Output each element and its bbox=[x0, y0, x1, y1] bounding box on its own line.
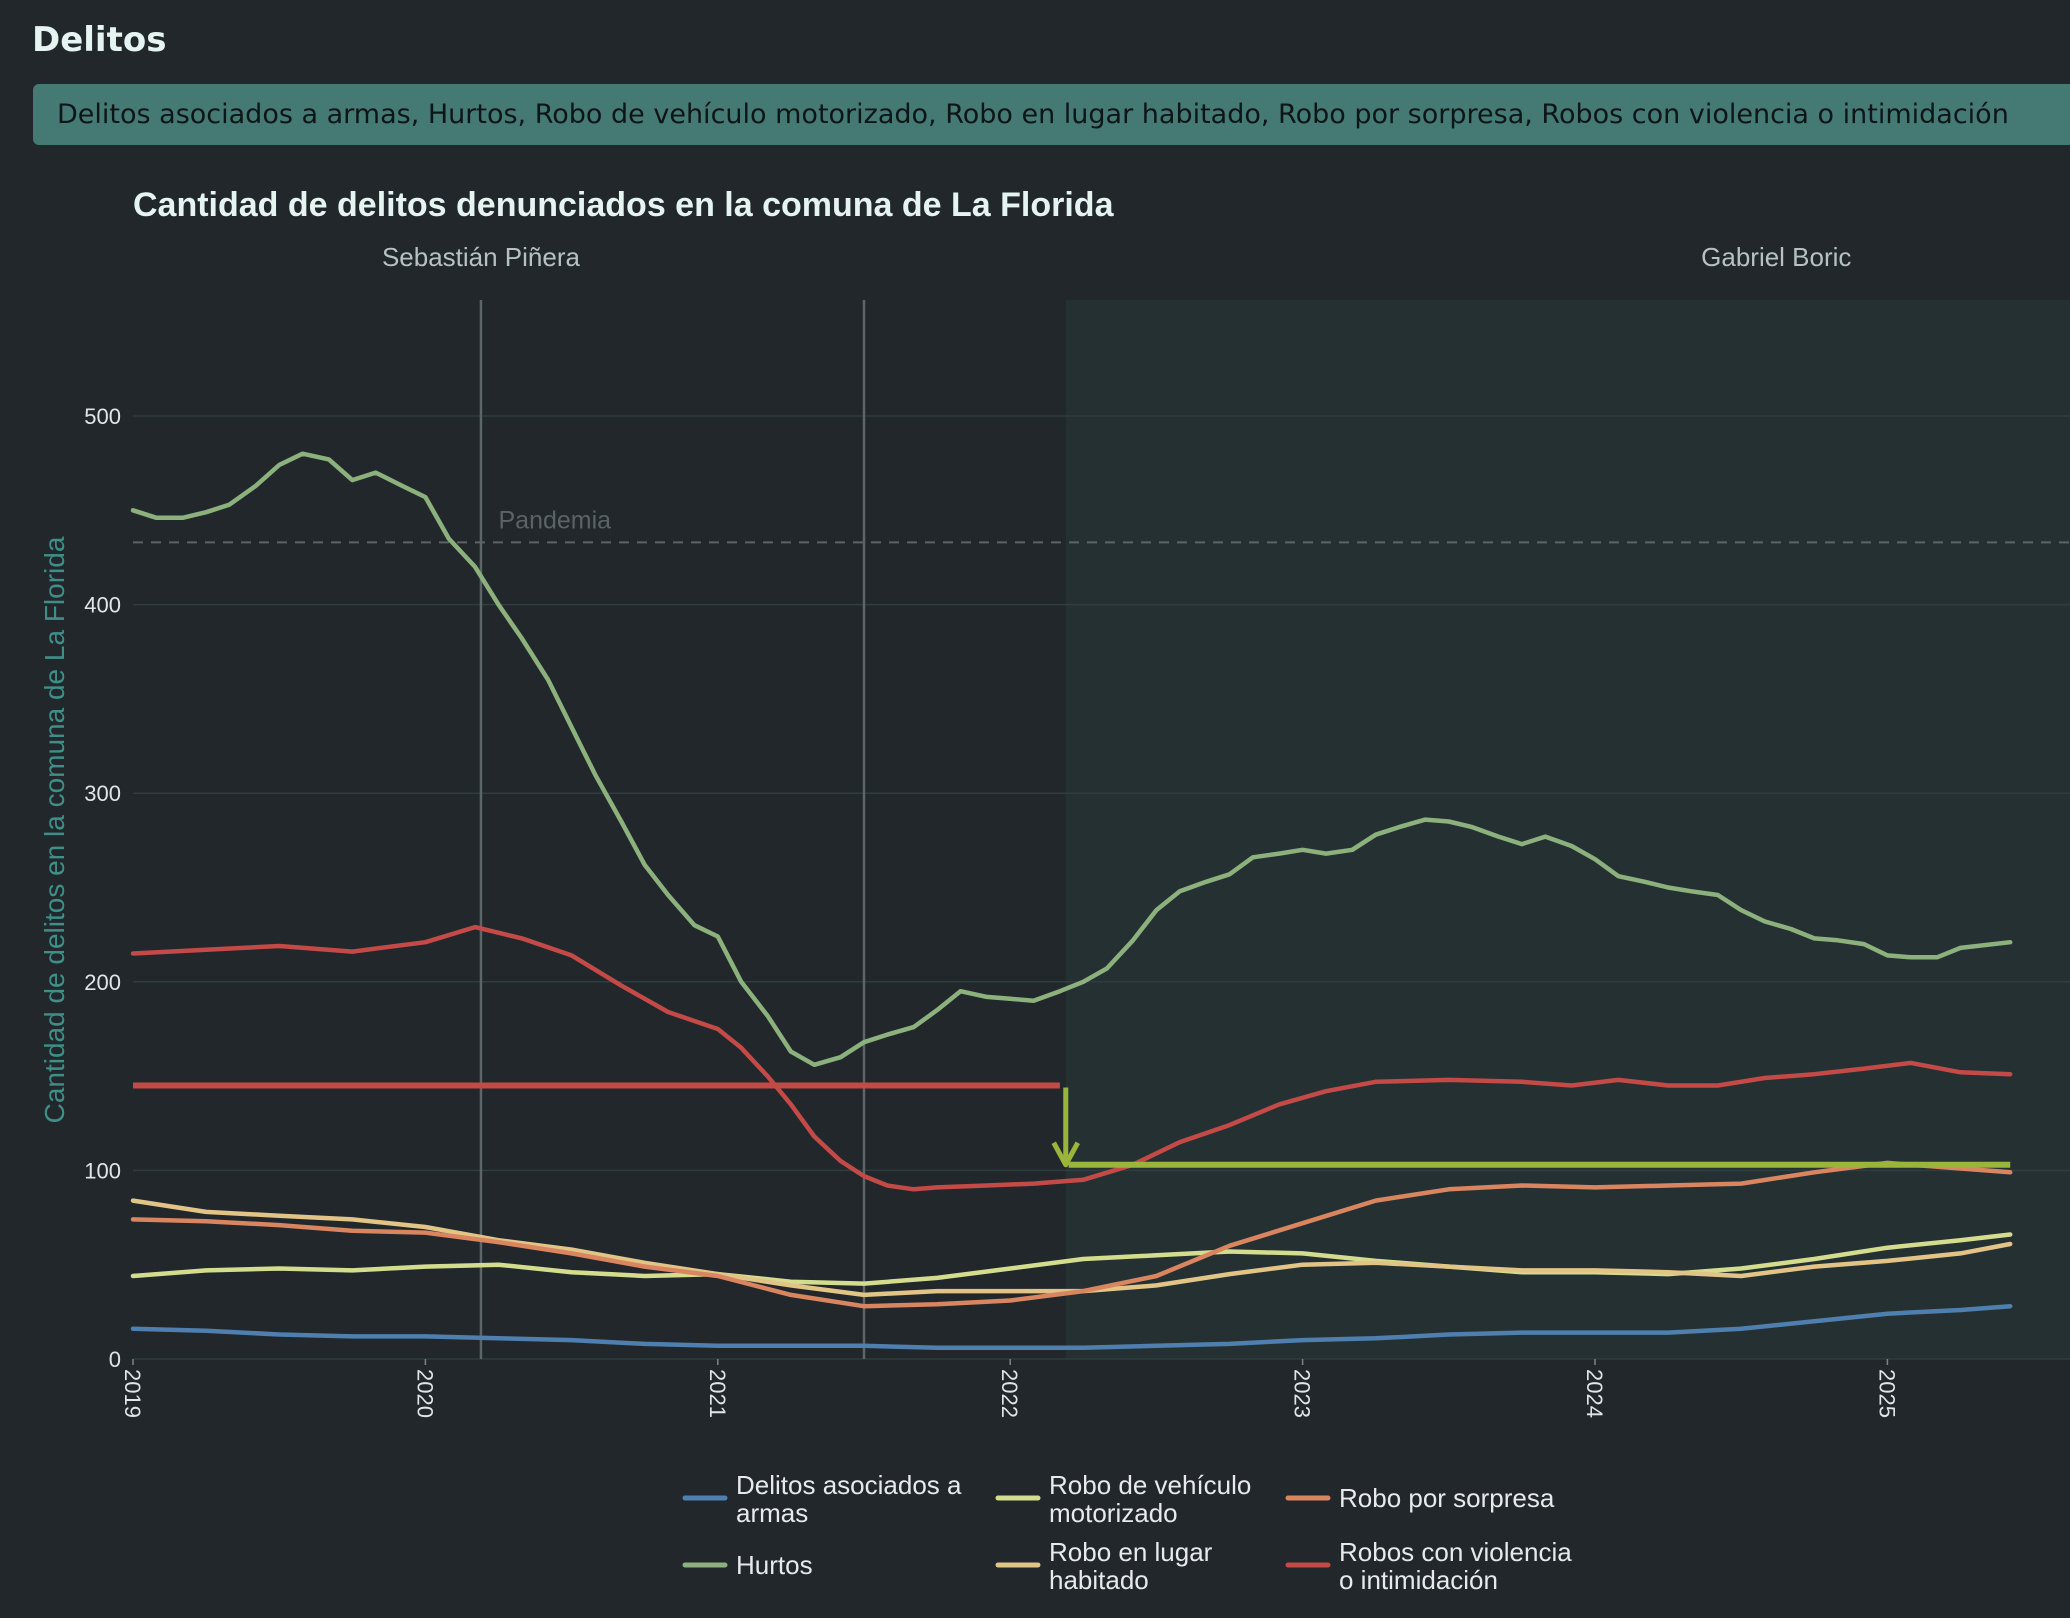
legend-label-line: armas bbox=[736, 1498, 808, 1528]
legend-label-line: Robos con violencia bbox=[1339, 1537, 1572, 1567]
series-line-4 bbox=[130, 1160, 2013, 1309]
legend-label-line: o intimidación bbox=[1339, 1565, 1498, 1595]
legend-label-0: Delitos asociados a armas bbox=[736, 1470, 962, 1528]
filter-banner[interactable]: Delitos asociados a armas, Hurtos, Robo … bbox=[33, 84, 2070, 145]
period-label-0: Sebastián Piñera bbox=[382, 242, 581, 272]
series-line-5 bbox=[130, 924, 2013, 1192]
series-line-1 bbox=[130, 451, 2013, 1068]
legend-label-5: Robos con violencia o intimidación bbox=[1339, 1537, 1572, 1595]
legend-label-line: motorizado bbox=[1049, 1498, 1178, 1528]
section-title: Delitos bbox=[32, 20, 167, 60]
x-tick-2019: 2019 bbox=[120, 1369, 145, 1418]
legend-label-1: Hurtos bbox=[736, 1550, 813, 1580]
legend-label-line: Robo en lugar bbox=[1049, 1537, 1213, 1567]
legend-label-line: Robo de vehículo bbox=[1049, 1470, 1251, 1500]
period-shade-1 bbox=[1065, 300, 2070, 1359]
x-tick-2025: 2025 bbox=[1874, 1369, 1899, 1418]
y-axis-label: Cantidad de delitos en la comuna de La F… bbox=[39, 536, 70, 1123]
series-line-2 bbox=[130, 1232, 2013, 1286]
legend-label-2: Robo de vehículo motorizado bbox=[1049, 1470, 1251, 1528]
y-tick-400: 400 bbox=[84, 593, 121, 618]
y-tick-100: 100 bbox=[84, 1158, 121, 1183]
annotation-label-0: Pandemia bbox=[499, 506, 612, 534]
period-label-1: Gabriel Boric bbox=[1701, 242, 1851, 272]
series-line-0 bbox=[130, 1303, 2013, 1350]
y-tick-500: 500 bbox=[84, 404, 121, 429]
legend-label-3: Robo en lugar habitado bbox=[1049, 1537, 1213, 1595]
x-tick-2022: 2022 bbox=[997, 1369, 1022, 1418]
chart-title: Cantidad de delitos denunciados en la co… bbox=[133, 186, 1115, 224]
y-tick-0: 0 bbox=[109, 1347, 121, 1372]
x-tick-2024: 2024 bbox=[1582, 1369, 1607, 1418]
legend-label-line: habitado bbox=[1049, 1565, 1149, 1595]
y-tick-300: 300 bbox=[84, 781, 121, 806]
x-tick-2020: 2020 bbox=[412, 1369, 437, 1418]
legend-label-line: Delitos asociados a bbox=[736, 1470, 962, 1500]
x-tick-2021: 2021 bbox=[705, 1369, 730, 1418]
y-tick-200: 200 bbox=[84, 970, 121, 995]
legend-label-4: Robo por sorpresa bbox=[1339, 1483, 1555, 1513]
x-tick-2023: 2023 bbox=[1290, 1369, 1315, 1418]
comparison-arrow-head bbox=[1051, 1141, 1080, 1168]
